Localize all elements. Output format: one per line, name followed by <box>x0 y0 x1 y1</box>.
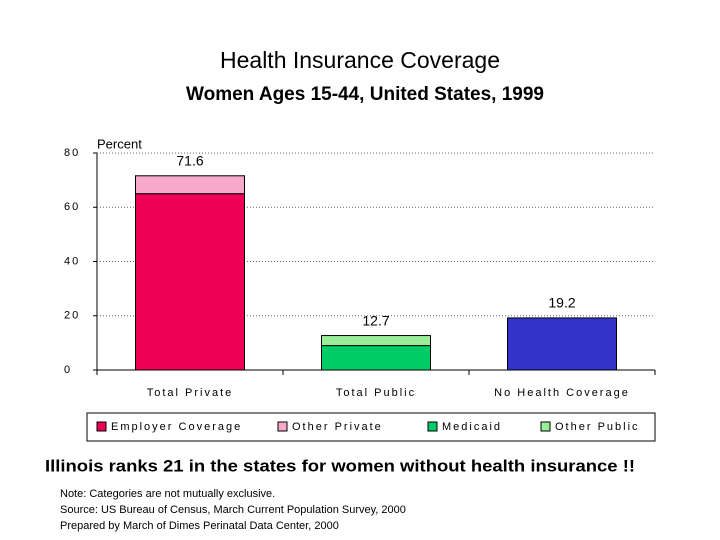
y-tick-label: 60 <box>64 201 80 213</box>
chart-subtitle: Women Ages 15-44, United States, 1999 <box>186 84 544 105</box>
x-tick-label: No Health Coverage <box>494 387 630 399</box>
note: Source: US Bureau of Census, March Curre… <box>60 504 406 516</box>
y-tick-label: 80 <box>64 147 80 159</box>
y-tick-label: 40 <box>64 255 80 267</box>
legend-label: Other Public <box>555 421 640 433</box>
x-tick-label: Total Public <box>336 387 416 399</box>
legend-label: Employer Coverage <box>111 421 242 433</box>
legend-label: Medicaid <box>442 421 502 433</box>
total-label: 71.6 <box>176 152 203 168</box>
legend-label: Other Private <box>292 421 383 433</box>
total-label: 19.2 <box>548 295 575 311</box>
bar-segment <box>321 335 431 347</box>
legend-swatch <box>427 421 438 432</box>
y-tick-label: 0 <box>64 364 72 376</box>
y-axis-label: Percent <box>97 136 142 151</box>
legend-swatch <box>540 421 551 432</box>
bar-segment <box>135 193 245 371</box>
bar-segment <box>321 345 431 371</box>
headline: Illinois ranks 21 in the states for wome… <box>45 456 635 475</box>
legend-box <box>86 412 656 442</box>
legend-swatch <box>277 421 288 432</box>
x-tick-label: Total Private <box>147 387 234 399</box>
bar-segment <box>135 175 245 195</box>
legend-swatch <box>96 421 107 432</box>
total-label: 12.7 <box>362 312 389 328</box>
bar <box>507 317 617 371</box>
note: Prepared by March of Dimes Perinatal Dat… <box>60 520 339 532</box>
chart-title: Health Insurance Coverage <box>220 47 500 73</box>
y-tick-label: 20 <box>64 310 80 322</box>
note: Note: Categories are not mutually exclus… <box>60 488 275 500</box>
